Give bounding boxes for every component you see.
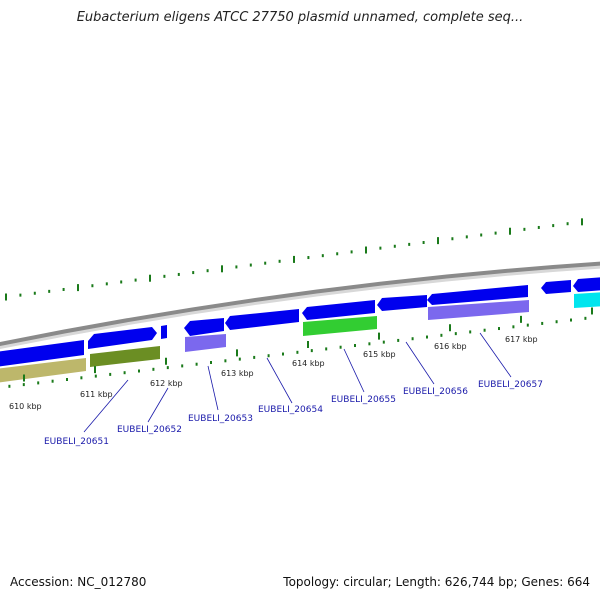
gene-feature-olive[interactable] <box>90 346 160 367</box>
kbp-label: 611 kbp <box>80 390 113 399</box>
inner-dotted-track <box>8 316 587 388</box>
map-title: Eubacterium eligens ATCC 27750 plasmid u… <box>76 10 524 25</box>
accession-text: Accession: NC_012780 <box>10 575 147 589</box>
gene-label[interactable]: EUBELI_20654 <box>258 405 323 415</box>
gene-feature-slate[interactable] <box>185 334 226 352</box>
gene-feature[interactable] <box>225 309 299 330</box>
gene-feature-slate[interactable] <box>428 300 529 320</box>
gene-feature[interactable] <box>377 295 427 311</box>
kbp-label: 617 kbp <box>505 335 538 344</box>
gene-label[interactable]: EUBELI_20655 <box>331 395 396 405</box>
gene-feature-cyan[interactable] <box>574 292 600 308</box>
gene-feature-green[interactable] <box>303 316 377 336</box>
gene-feature[interactable] <box>184 318 224 336</box>
gene-feature[interactable] <box>161 325 167 339</box>
backbone <box>0 261 600 347</box>
topology-summary: Topology: circular; Length: 626,744 bp; … <box>283 575 590 589</box>
gene-feature[interactable] <box>88 327 157 349</box>
gene-label[interactable]: EUBELI_20656 <box>403 387 468 397</box>
gene-label[interactable]: EUBELI_20652 <box>117 425 182 435</box>
feature-track-2 <box>0 292 600 383</box>
kbp-label: 613 kbp <box>221 369 254 378</box>
gene-feature-khaki[interactable] <box>0 358 86 383</box>
gene-feature[interactable] <box>541 280 571 294</box>
kbp-label: 612 kbp <box>150 379 183 388</box>
label-leaders <box>83 332 512 433</box>
gene-label[interactable]: EUBELI_20653 <box>188 414 253 424</box>
kbp-label: 616 kbp <box>434 342 467 351</box>
kbp-label: 610 kbp <box>9 402 42 411</box>
kbp-label: 615 kbp <box>363 350 396 359</box>
kbp-label: 614 kbp <box>292 359 325 368</box>
forward-genes <box>0 277 600 367</box>
gene-label[interactable]: EUBELI_20651 <box>44 437 109 447</box>
kbp-ticks <box>23 307 593 382</box>
gene-feature[interactable] <box>573 277 600 292</box>
gene-label[interactable]: EUBELI_20657 <box>478 380 543 390</box>
outer-dotted-track <box>5 218 583 301</box>
gene-feature[interactable] <box>302 300 375 320</box>
gene-feature[interactable] <box>427 285 528 305</box>
gene-feature[interactable] <box>0 340 84 367</box>
